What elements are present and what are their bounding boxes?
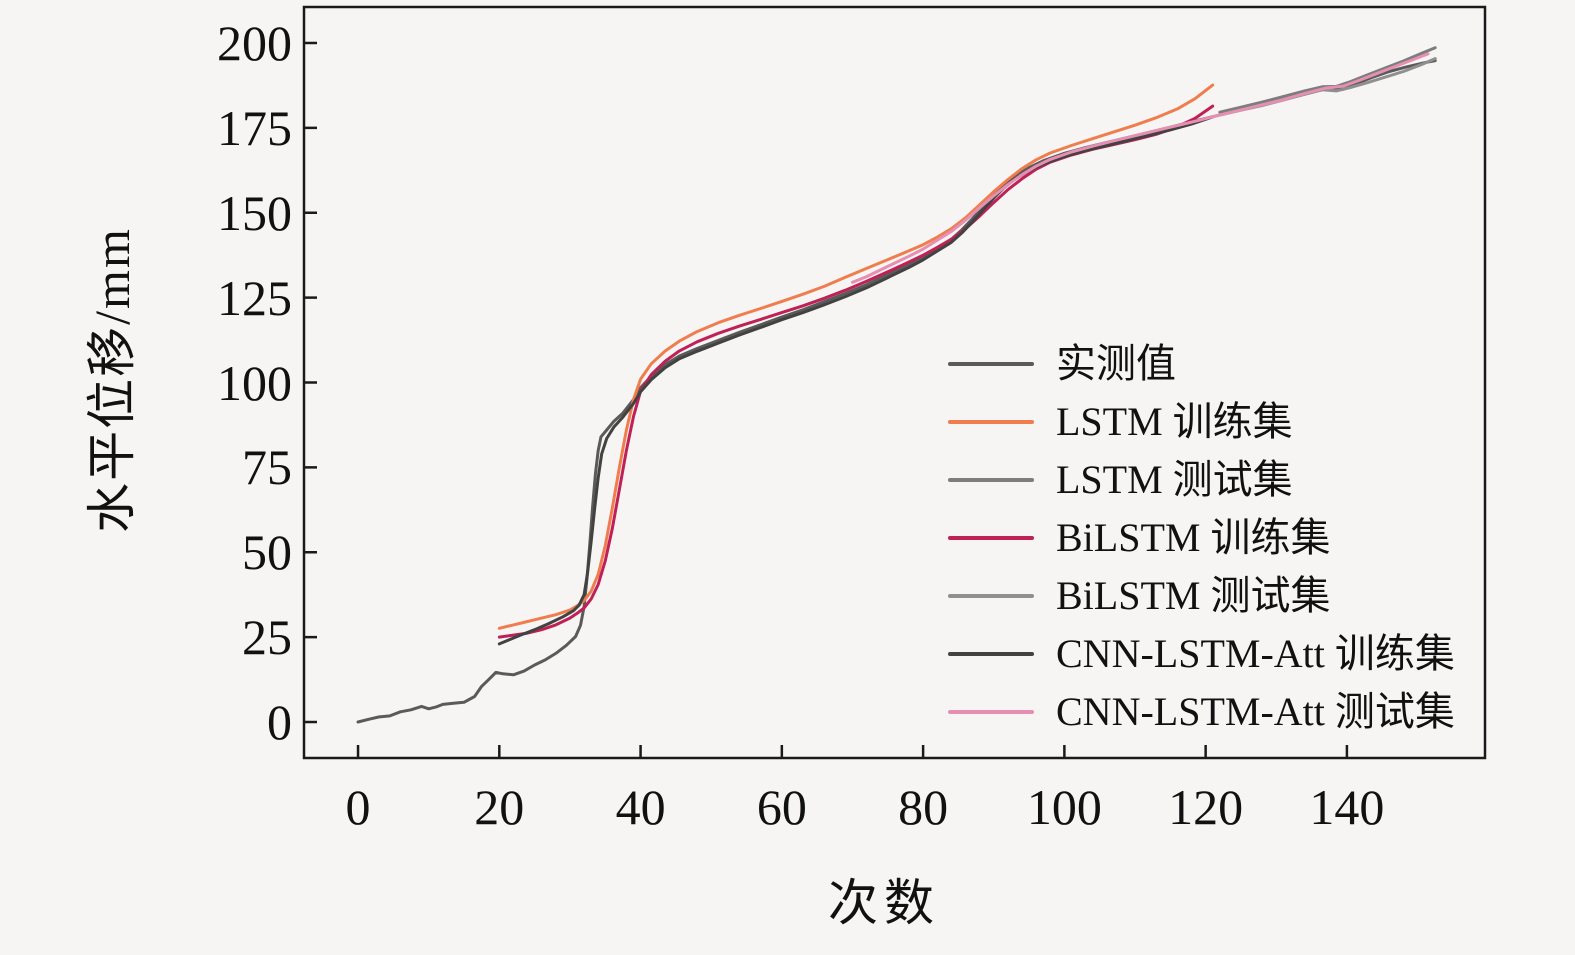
y-tick-label: 175 [217, 99, 292, 156]
legend-label: LSTM 训练集 [1056, 399, 1293, 444]
y-tick-label: 200 [217, 14, 292, 71]
legend-item: CNN-LSTM-Att 测试集 [948, 692, 1455, 732]
legend-swatch [948, 710, 1034, 714]
legend-item: 实测值 [948, 344, 1455, 384]
legend-label: CNN-LSTM-Att 测试集 [1056, 689, 1455, 734]
legend-swatch [948, 420, 1034, 424]
legend-label: CNN-LSTM-Att 训练集 [1056, 631, 1455, 676]
y-tick-label: 0 [267, 694, 292, 750]
y-tick-label: 25 [242, 609, 292, 666]
legend-swatch [948, 478, 1034, 482]
legend-item: BiLSTM 训练集 [948, 518, 1455, 558]
legend: 实测值 LSTM 训练集 LSTM 测试集 BiLSTM 训练集 BiLSTM 测试集 C… [948, 344, 1455, 732]
x-axis-label: 次数 [828, 875, 940, 931]
x-tick-label: 0 [345, 779, 371, 835]
y-tick-label: 150 [217, 184, 292, 241]
series-line-6 [851, 52, 1430, 284]
legend-label: BiLSTM 测试集 [1056, 573, 1331, 618]
legend-item: CNN-LSTM-Att 训练集 [948, 634, 1455, 674]
legend-swatch [948, 536, 1034, 540]
y-tick-label: 50 [242, 524, 292, 581]
legend-item: LSTM 测试集 [948, 460, 1455, 500]
x-tick-label: 120 [1168, 779, 1244, 835]
y-tick-label: 125 [217, 269, 292, 326]
x-tick-label: 60 [756, 779, 807, 835]
y-axis-label: 水平位移/mm [84, 227, 140, 533]
x-tick-label: 100 [1026, 779, 1102, 835]
legend-label: 实测值 [1056, 341, 1176, 386]
x-tick-label: 80 [898, 779, 949, 835]
legend-label: BiLSTM 训练集 [1056, 515, 1331, 560]
x-tick-label: 40 [615, 779, 666, 835]
x-tick-label: 20 [474, 779, 525, 835]
series-line-1 [497, 83, 1215, 630]
legend-label: LSTM 测试集 [1056, 457, 1293, 502]
x-tick-label: 140 [1309, 779, 1385, 835]
legend-swatch [948, 594, 1034, 598]
legend-item: LSTM 训练集 [948, 402, 1455, 442]
y-tick-label: 75 [242, 439, 292, 496]
y-tick-label: 100 [217, 354, 292, 411]
legend-swatch [948, 362, 1034, 366]
series-line-2 [1218, 46, 1437, 114]
legend-swatch [948, 652, 1034, 656]
legend-item: BiLSTM 测试集 [948, 576, 1455, 616]
